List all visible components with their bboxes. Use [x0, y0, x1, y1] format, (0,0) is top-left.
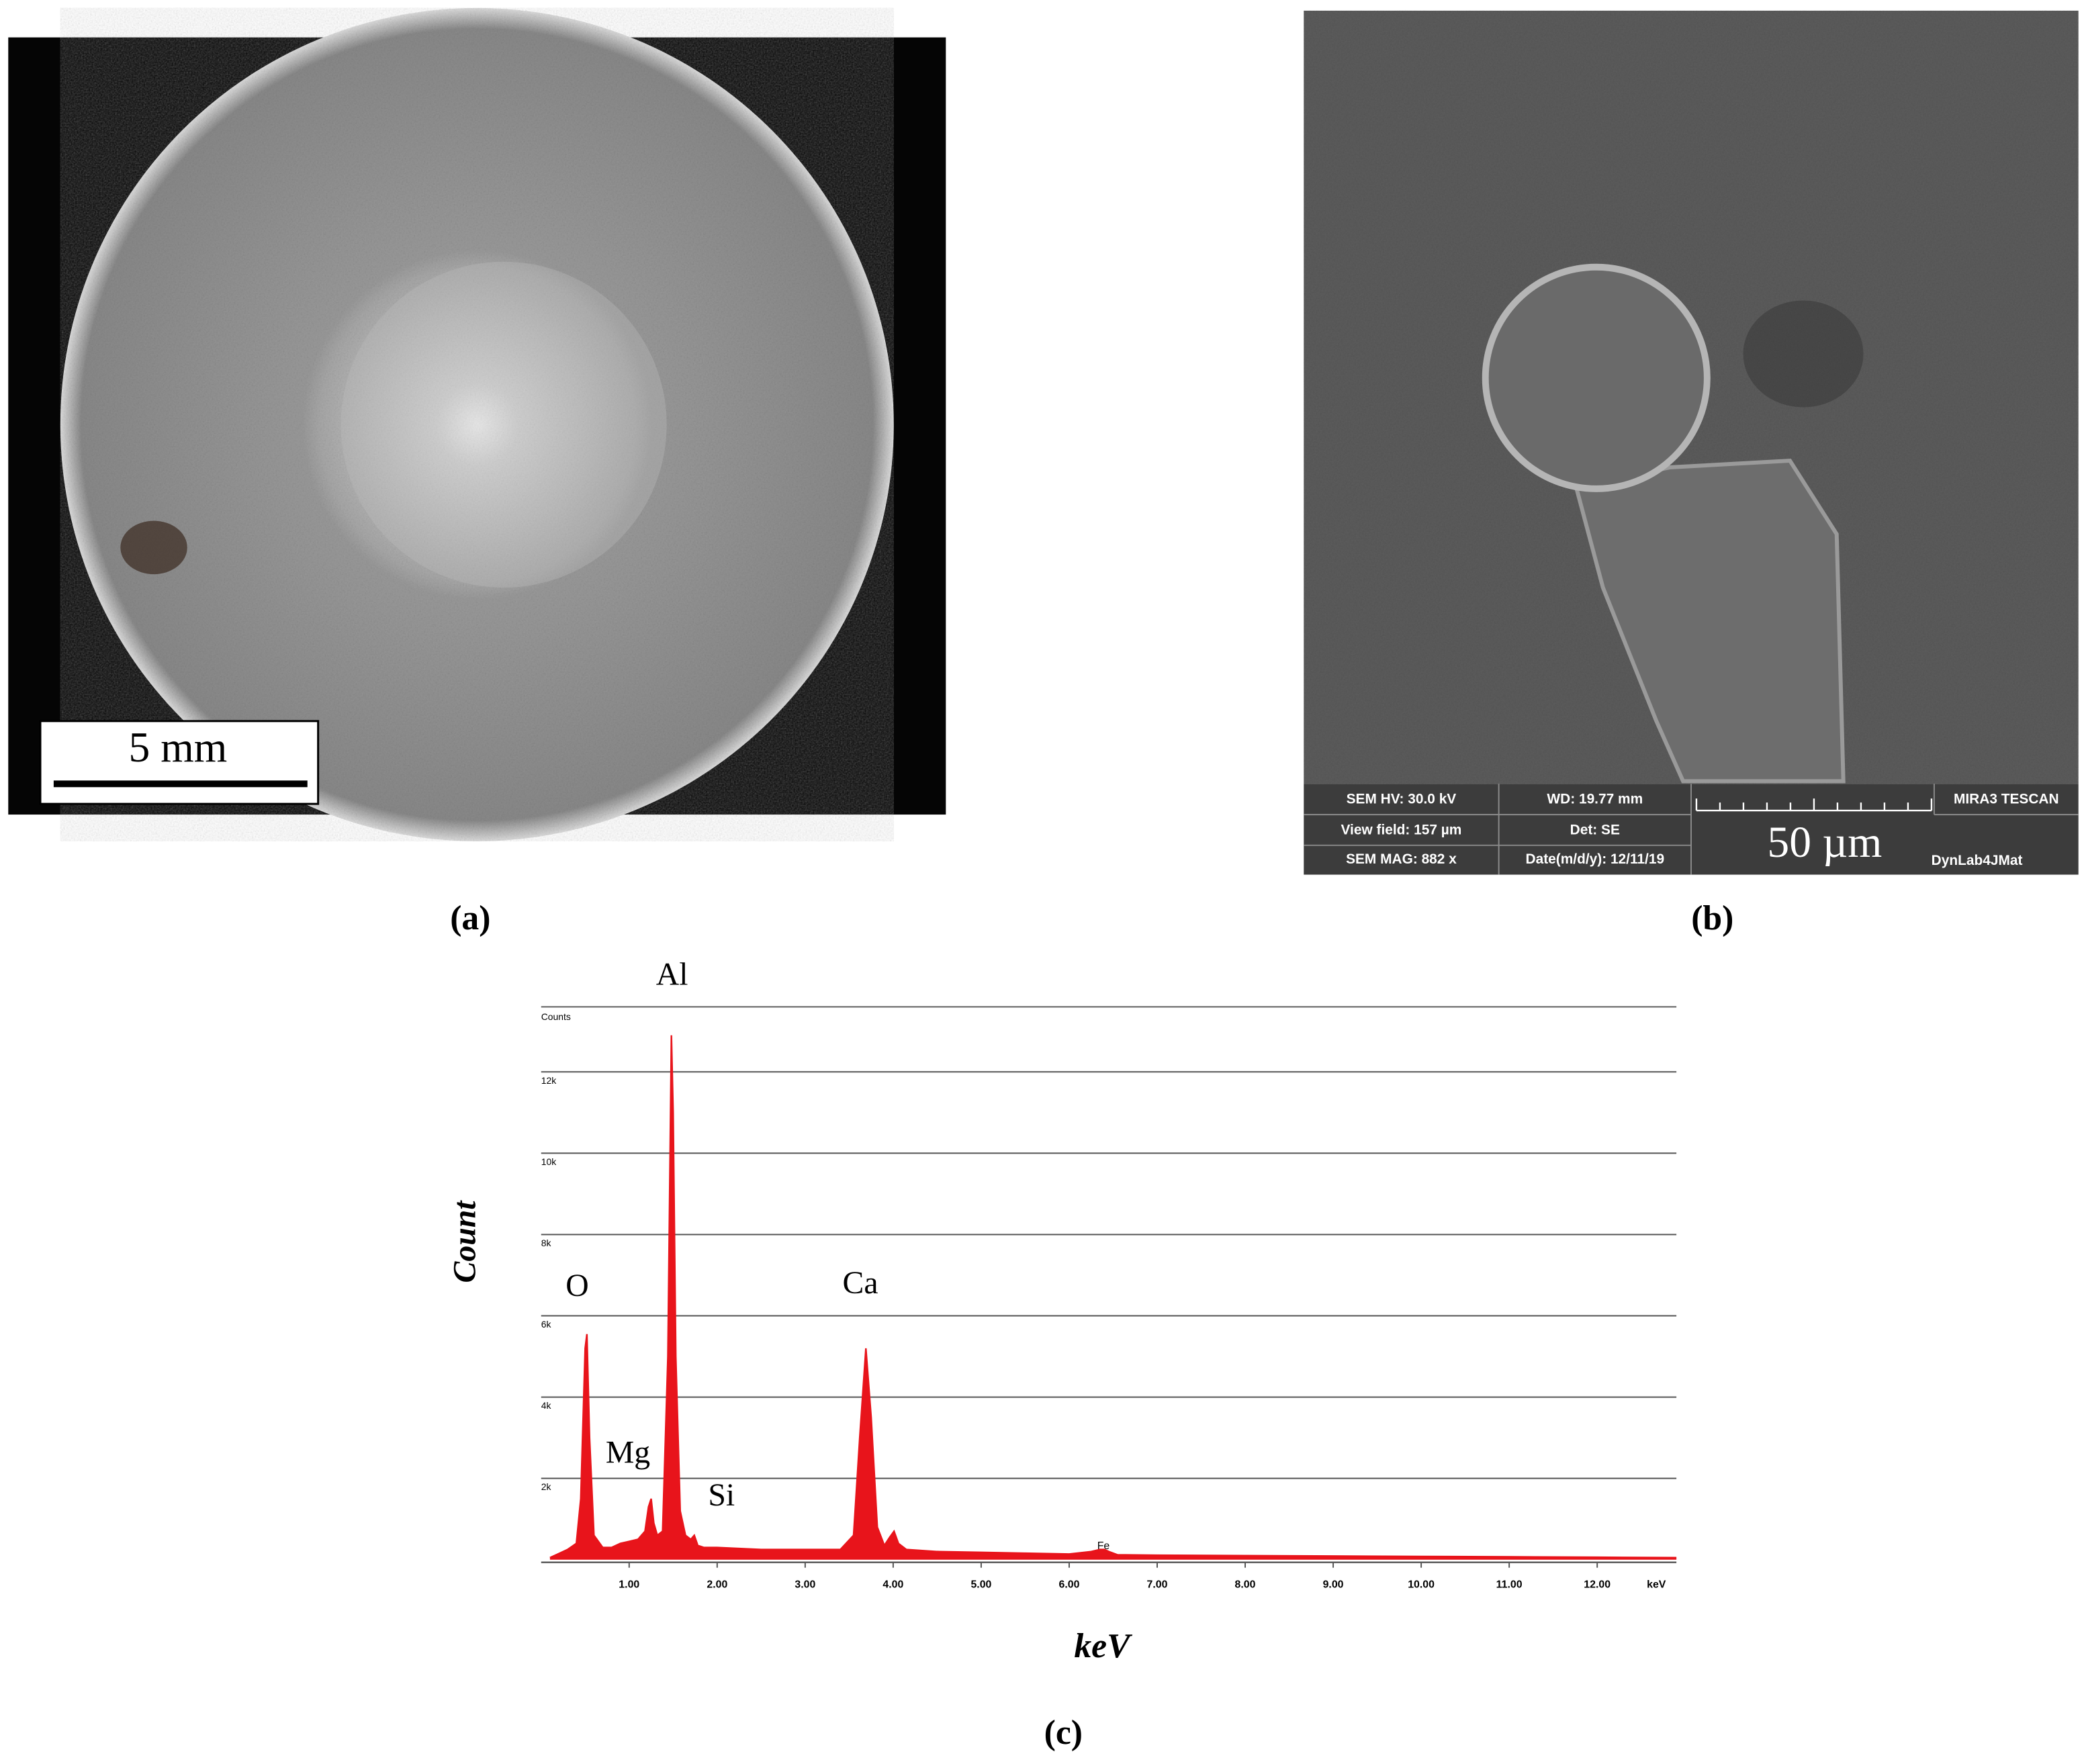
peak-label: O: [565, 1268, 588, 1303]
shadow: [1743, 300, 1864, 408]
info-grid: [1304, 784, 2079, 875]
x-tick-label: 1.00: [619, 1579, 639, 1591]
x-tick-label: 7.00: [1147, 1579, 1168, 1591]
x-tick-label: 2.00: [707, 1579, 727, 1591]
peak-label: Mg: [606, 1435, 650, 1471]
y-tick-label: 2k: [541, 1481, 551, 1492]
info-text: Det: SE: [1570, 822, 1620, 837]
dark-spot: [120, 520, 187, 575]
center-zone: [341, 261, 667, 588]
peak-label: Ca: [843, 1265, 878, 1301]
x-tick-label: 8.00: [1235, 1579, 1256, 1591]
info-text: Date(m/d/y): 12/11/19: [1526, 851, 1665, 867]
x-tick-label: 11.00: [1496, 1579, 1523, 1591]
panel-a: 5 mm (a): [8, 7, 946, 937]
particle-trail: [1574, 459, 1846, 784]
x-tick-label: 5.00: [970, 1579, 991, 1591]
x-tick-label: 6.00: [1058, 1579, 1079, 1591]
scale-bar-box: [39, 720, 320, 805]
spectrum: [549, 1035, 1677, 1559]
x-tick-label: 3.00: [795, 1579, 815, 1591]
info-text: SEM HV: 30.0 kV: [1347, 792, 1457, 807]
info-text: DynLab4JMat: [1932, 853, 2023, 868]
y-tick-label: 12k: [541, 1075, 556, 1086]
panel-b: SEM HV: 30.0 kV WD: 19.77 mm MIRA3 TESCA…: [1304, 10, 2079, 937]
x-tick-label: 4.00: [882, 1579, 903, 1591]
caption: (a): [450, 899, 490, 937]
caption: (b): [1691, 899, 1733, 937]
panel-c: 12.00 11.00 10.00 9.00 8.00 7.00 6.00 5.00 4.00 3…: [447, 957, 1677, 1752]
info-text: WD: 19.77 mm: [1547, 792, 1643, 807]
x-tick-label: 12.00: [1584, 1579, 1611, 1591]
info-scale: 50 µm: [1767, 819, 1882, 867]
scale-bar-label: 5 mm: [128, 723, 227, 771]
x-unit-label: keV: [1647, 1579, 1666, 1591]
peak-label: Si: [708, 1477, 735, 1513]
y-unit-label: Counts: [541, 1011, 571, 1022]
info-text: SEM MAG: 882 x: [1346, 851, 1457, 867]
particle: [1482, 263, 1711, 492]
x-tick-label: 10.00: [1408, 1579, 1435, 1591]
info-text: MIRA3 TESCAN: [1954, 792, 2059, 807]
caption: (c): [1044, 1714, 1083, 1752]
y-tick-label: 10k: [541, 1156, 556, 1167]
scale-ruler: [1695, 798, 1933, 812]
y-axis-title: Count: [447, 1200, 482, 1283]
peak-label: Al: [656, 957, 688, 992]
y-tick-label: 6k: [541, 1319, 551, 1330]
x-axis-title: keV: [1074, 1627, 1132, 1665]
y-tick-label: 4k: [541, 1400, 551, 1411]
info-text: View field: 157 µm: [1341, 822, 1462, 837]
specimen-disc: [60, 7, 894, 841]
x-tick-label: 9.00: [1323, 1579, 1344, 1591]
y-tick-label: 8k: [541, 1238, 551, 1248]
